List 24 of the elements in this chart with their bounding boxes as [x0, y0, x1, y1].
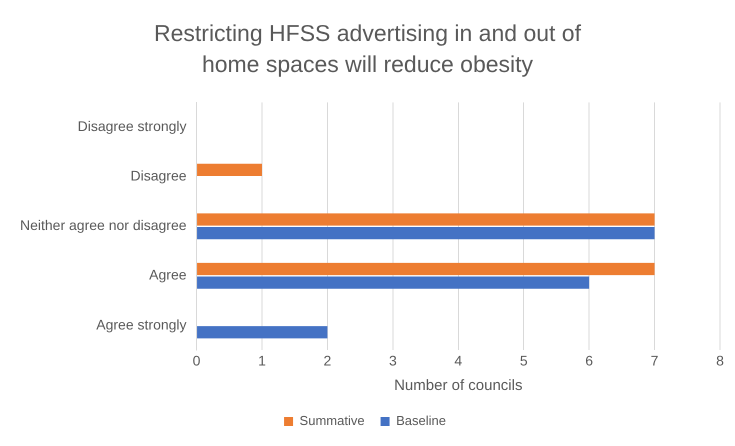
y-tick-label: Disagree strongly: [78, 118, 187, 134]
bar: [197, 262, 655, 276]
x-tick-label: 3: [388, 352, 397, 368]
y-tick-label: Neither agree nor disagree: [20, 217, 187, 234]
x-tick-label: 8: [716, 352, 724, 368]
bar: [197, 164, 262, 176]
x-tick-label: 1: [258, 352, 266, 368]
y-tick-label: Agree strongly: [96, 316, 187, 332]
bar: [197, 213, 655, 226]
legend-label: Summative: [300, 413, 365, 428]
bar: [197, 226, 655, 240]
x-axis-title: Number of councils: [394, 377, 522, 394]
x-tick-label: 5: [520, 352, 528, 368]
x-tick-label: 2: [324, 352, 332, 368]
chart-title: Restricting HFSS advertising in and out of home spaces will reduce obesity: [153, 19, 582, 79]
y-tick-label: Agree: [149, 266, 187, 283]
x-tick-label: 4: [454, 352, 462, 368]
bar: [197, 276, 590, 289]
x-tick-label: 6: [585, 352, 594, 368]
legend-label: Baseline: [396, 413, 446, 428]
x-tick-label: 7: [650, 352, 659, 368]
bar: [197, 326, 328, 338]
x-tick-label: 0: [192, 352, 201, 368]
y-tick-label: Disagree: [130, 168, 187, 184]
